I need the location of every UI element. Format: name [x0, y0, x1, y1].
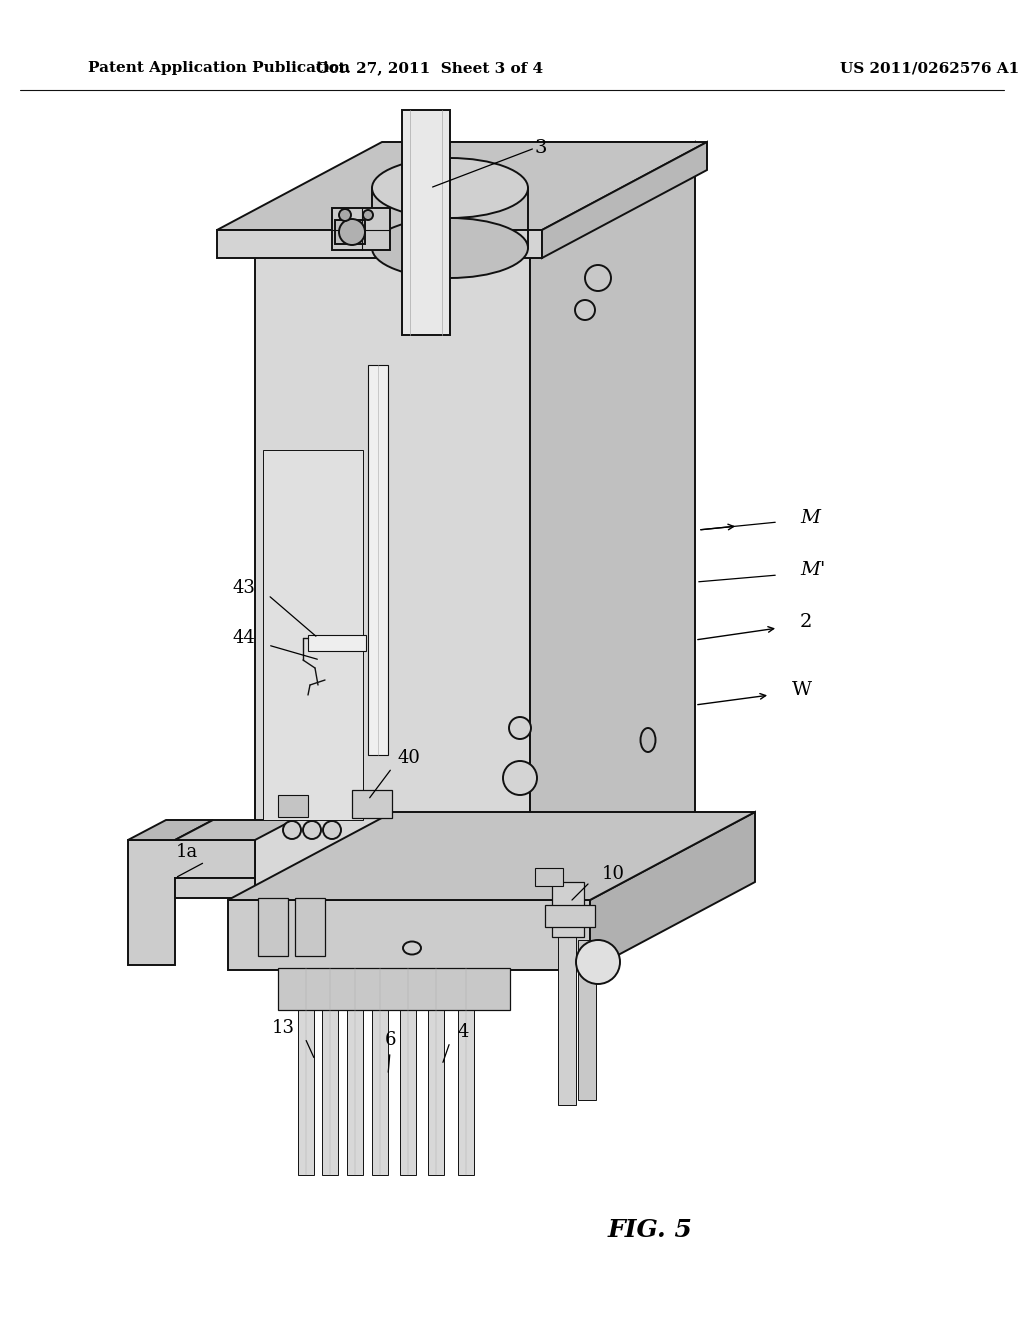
Bar: [458, 968, 474, 1175]
Text: 43: 43: [232, 579, 255, 597]
Bar: [535, 869, 563, 886]
Text: 6: 6: [384, 1031, 395, 1049]
Polygon shape: [228, 812, 755, 900]
Bar: [352, 789, 392, 818]
Bar: [552, 882, 584, 937]
Text: 10: 10: [602, 865, 625, 883]
Circle shape: [339, 209, 351, 220]
Polygon shape: [255, 230, 530, 900]
Bar: [258, 898, 288, 956]
Text: 1a: 1a: [176, 843, 198, 861]
Text: 3: 3: [535, 139, 548, 157]
Bar: [322, 968, 338, 1175]
Text: M': M': [800, 561, 825, 579]
Polygon shape: [530, 143, 695, 900]
Circle shape: [503, 762, 537, 795]
Bar: [332, 209, 390, 249]
Circle shape: [303, 821, 321, 840]
Text: Patent Application Publication: Patent Application Publication: [88, 61, 350, 75]
Polygon shape: [128, 820, 213, 840]
Polygon shape: [128, 840, 255, 965]
Circle shape: [362, 210, 373, 220]
Bar: [368, 366, 388, 755]
Bar: [175, 878, 255, 898]
Ellipse shape: [372, 218, 528, 279]
Circle shape: [339, 219, 365, 246]
Circle shape: [585, 265, 611, 290]
Bar: [295, 898, 325, 956]
Polygon shape: [542, 143, 707, 257]
Bar: [308, 635, 366, 651]
Bar: [545, 906, 595, 927]
Text: 4: 4: [458, 1023, 469, 1041]
Circle shape: [509, 717, 531, 739]
Bar: [558, 935, 575, 1105]
Bar: [298, 968, 314, 1175]
Bar: [428, 968, 444, 1175]
Ellipse shape: [403, 941, 421, 954]
Text: 44: 44: [232, 630, 255, 647]
Polygon shape: [278, 968, 510, 1010]
Bar: [372, 968, 388, 1175]
Circle shape: [283, 821, 301, 840]
Text: Oct. 27, 2011  Sheet 3 of 4: Oct. 27, 2011 Sheet 3 of 4: [316, 61, 544, 75]
Polygon shape: [217, 143, 707, 230]
Bar: [578, 940, 596, 1100]
Ellipse shape: [372, 158, 528, 218]
Text: W: W: [792, 681, 812, 700]
Text: 13: 13: [272, 1019, 295, 1038]
Bar: [402, 110, 450, 335]
Bar: [263, 450, 362, 820]
Polygon shape: [217, 230, 542, 257]
Circle shape: [323, 821, 341, 840]
Polygon shape: [255, 143, 695, 230]
Text: US 2011/0262576 A1: US 2011/0262576 A1: [840, 61, 1019, 75]
Bar: [347, 968, 362, 1175]
Polygon shape: [228, 900, 590, 970]
Ellipse shape: [640, 729, 655, 752]
Circle shape: [575, 300, 595, 319]
Text: 2: 2: [800, 612, 812, 631]
Circle shape: [575, 940, 620, 983]
Bar: [278, 795, 308, 817]
Polygon shape: [590, 812, 755, 970]
Bar: [335, 220, 365, 244]
Text: 40: 40: [398, 748, 421, 767]
Text: M: M: [800, 510, 820, 527]
Text: FIG. 5: FIG. 5: [607, 1218, 692, 1242]
Polygon shape: [175, 820, 293, 840]
Bar: [400, 968, 416, 1175]
